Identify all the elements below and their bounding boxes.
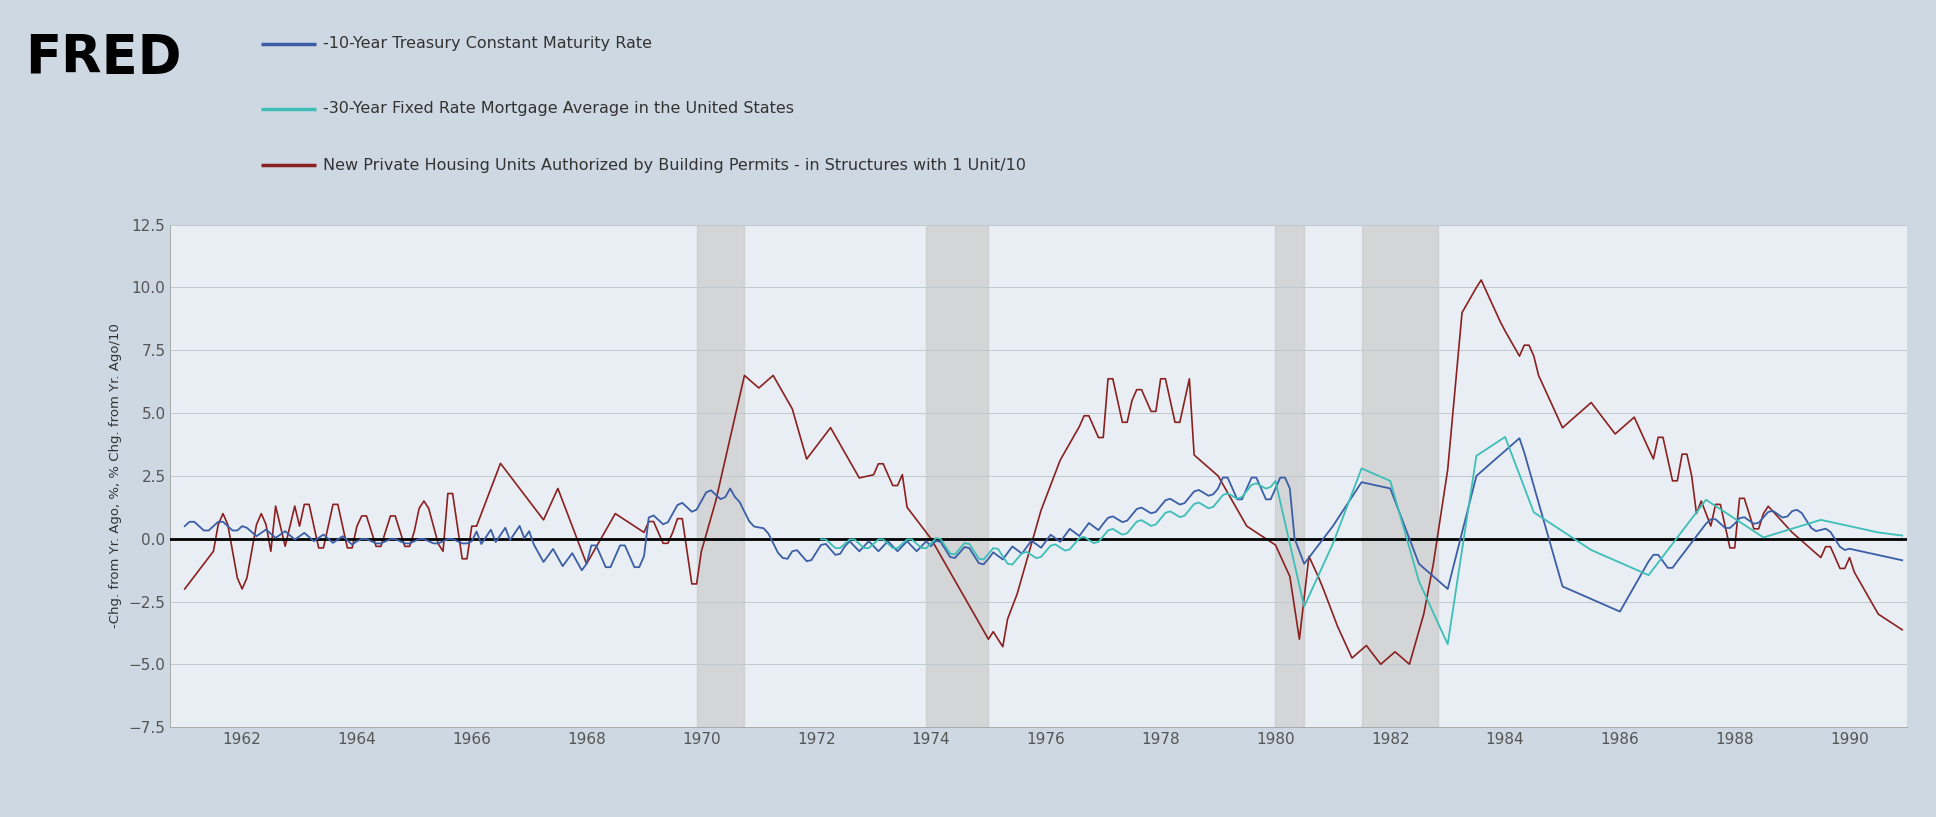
Y-axis label: -Chg. from Yr. Ago, %, % Chg. from Yr. Ago/10: -Chg. from Yr. Ago, %, % Chg. from Yr. A…	[108, 324, 122, 628]
Text: FRED: FRED	[25, 32, 182, 83]
Bar	[1276, 225, 1305, 727]
Bar	[697, 225, 745, 727]
Text: New Private Housing Units Authorized by Building Permits - in Structures with 1 : New Private Housing Units Authorized by …	[323, 158, 1026, 172]
Text: -10-Year Treasury Constant Maturity Rate: -10-Year Treasury Constant Maturity Rate	[323, 37, 652, 51]
Bar	[925, 225, 989, 727]
Text: -30-Year Fixed Rate Mortgage Average in the United States: -30-Year Fixed Rate Mortgage Average in …	[323, 101, 794, 116]
Bar	[1361, 225, 1438, 727]
